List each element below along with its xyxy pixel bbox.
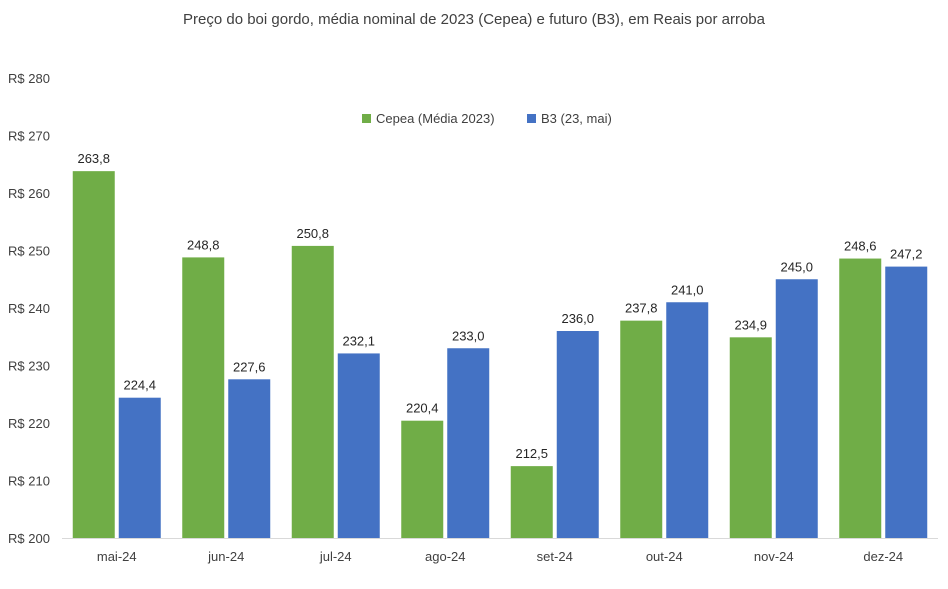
y-axis: R$ 200 R$ 210 R$ 220 R$ 230 R$ 240 R$ 250 R$ 2…: [8, 71, 50, 546]
data-label: 248,6: [844, 239, 877, 254]
data-label: 250,8: [296, 226, 329, 241]
y-tick-label: R$ 250: [8, 244, 50, 259]
data-label: 237,8: [625, 301, 658, 316]
chart-title: Preço do boi gordo, média nominal de 202…: [183, 11, 766, 28]
y-tick-label: R$ 260: [8, 186, 50, 201]
bar-cepea-set-24: [510, 466, 553, 538]
data-label: 241,0: [671, 282, 704, 297]
y-tick-label: R$ 200: [8, 531, 50, 546]
bar-b3-dez-24: [885, 266, 928, 538]
y-tick-label: R$ 270: [8, 129, 50, 144]
data-label: 224,4: [123, 378, 156, 393]
x-tick-label: out-24: [646, 549, 683, 564]
x-tick-label: mai-24: [97, 549, 137, 564]
x-tick-label: ago-24: [425, 549, 465, 564]
legend-swatch-cepea: [362, 114, 371, 123]
y-tick-label: R$ 230: [8, 359, 50, 374]
bar-cepea-out-24: [620, 320, 663, 538]
bar-b3-mai-24: [118, 397, 161, 538]
data-label: 220,4: [406, 401, 439, 416]
y-tick-label: R$ 210: [8, 474, 50, 489]
bar-b3-out-24: [666, 302, 709, 538]
data-label: 232,1: [342, 333, 375, 348]
legend-label-b3: B3 (23, mai): [541, 111, 612, 126]
bar-cepea-jul-24: [291, 245, 334, 538]
y-tick-label: R$ 280: [8, 71, 50, 86]
data-label: 212,5: [515, 446, 548, 461]
bar-cepea-mai-24: [72, 171, 115, 538]
x-tick-label: nov-24: [754, 549, 794, 564]
legend: Cepea (Média 2023) B3 (23, mai): [362, 111, 612, 126]
bar-cepea-jun-24: [182, 257, 225, 538]
data-label: 247,2: [890, 247, 923, 262]
data-label: 248,8: [187, 237, 220, 252]
legend-swatch-b3: [527, 114, 536, 123]
bar-b3-set-24: [556, 331, 599, 538]
bar-cepea-nov-24: [729, 337, 772, 538]
x-tick-label: jul-24: [319, 549, 352, 564]
bar-b3-nov-24: [775, 279, 818, 538]
bar-cepea-ago-24: [401, 420, 444, 538]
data-label: 234,9: [734, 317, 767, 332]
y-tick-label: R$ 240: [8, 301, 50, 316]
bar-b3-jun-24: [228, 379, 271, 538]
x-tick-label: jun-24: [207, 549, 244, 564]
x-tick-label: dez-24: [863, 549, 903, 564]
bar-cepea-dez-24: [839, 258, 882, 538]
x-axis: mai-24 jun-24 jul-24 ago-24 set-24 out-24 nov-…: [97, 549, 903, 564]
bars: [72, 171, 928, 538]
bar-b3-ago-24: [447, 348, 490, 538]
data-label: 263,8: [77, 151, 110, 166]
data-label: 245,0: [780, 259, 813, 274]
x-tick-label: set-24: [537, 549, 573, 564]
data-labels: 263,8 224,4 248,8 227,6 250,8 232,1 220,4 233,0…: [77, 151, 922, 461]
data-label: 233,0: [452, 328, 485, 343]
y-tick-label: R$ 220: [8, 416, 50, 431]
data-label: 227,6: [233, 359, 266, 374]
bar-b3-jul-24: [337, 353, 380, 538]
legend-label-cepea: Cepea (Média 2023): [376, 111, 495, 126]
data-label: 236,0: [561, 311, 594, 326]
